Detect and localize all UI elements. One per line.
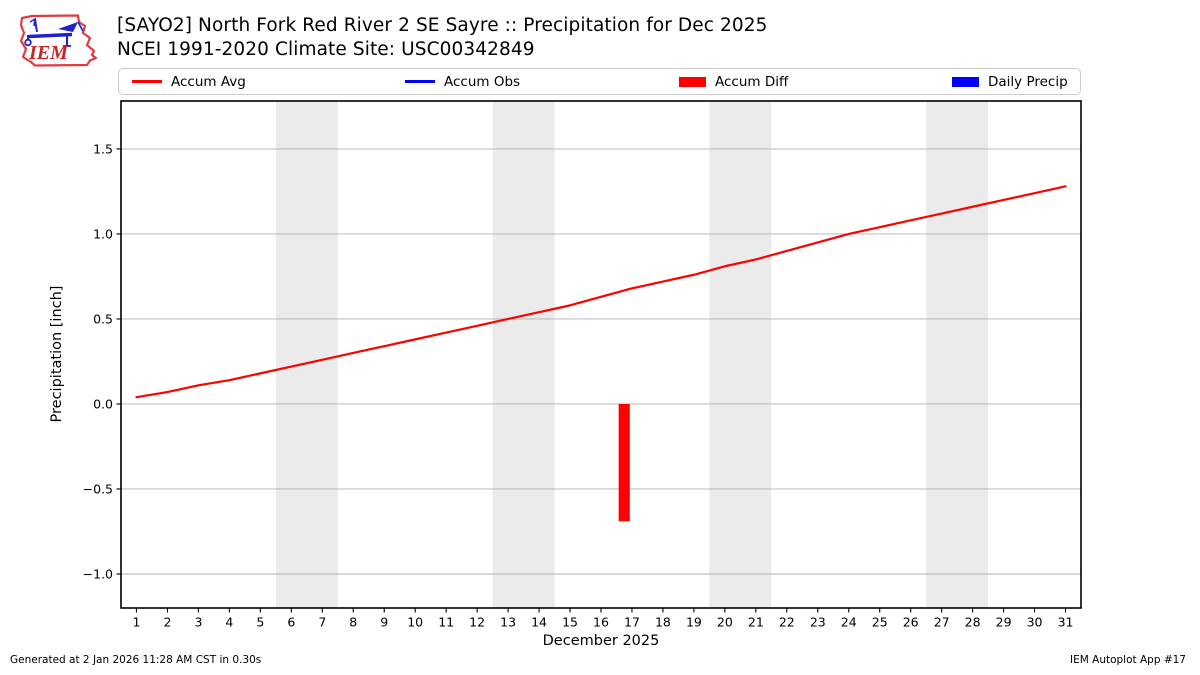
svg-text:31: 31 xyxy=(1058,615,1074,630)
app-credit-text: IEM Autoplot App #17 xyxy=(1070,654,1186,666)
svg-text:29: 29 xyxy=(996,615,1012,630)
svg-text:14: 14 xyxy=(531,615,547,630)
svg-text:30: 30 xyxy=(1027,615,1043,630)
accum-avg-line-swatch-icon xyxy=(132,80,162,83)
svg-text:28: 28 xyxy=(965,615,981,630)
svg-text:1.0: 1.0 xyxy=(93,226,113,241)
accum-obs-line-swatch-icon xyxy=(405,80,435,83)
svg-text:−1.0: −1.0 xyxy=(83,566,113,581)
svg-text:−0.5: −0.5 xyxy=(83,481,113,496)
svg-text:26: 26 xyxy=(903,615,919,630)
svg-text:9: 9 xyxy=(380,615,388,630)
svg-text:0.0: 0.0 xyxy=(93,396,113,411)
svg-text:27: 27 xyxy=(934,615,950,630)
gridlines xyxy=(121,148,1081,575)
legend-item-accum-avg: Accum Avg xyxy=(132,69,246,94)
x-axis-title: December 2025 xyxy=(542,633,660,649)
svg-text:20: 20 xyxy=(717,615,733,630)
svg-text:17: 17 xyxy=(624,615,640,630)
x-axis-ticks: 1 2 3 4 5 6 7 8 9 10 11 12 13 14 15 16 17 18 19 20 21 22 23 24 2… xyxy=(133,608,1074,630)
legend-label: Accum Diff xyxy=(715,73,789,90)
logo-text: IEM xyxy=(28,42,69,64)
svg-text:6: 6 xyxy=(287,615,295,630)
svg-text:7: 7 xyxy=(318,615,326,630)
svg-text:25: 25 xyxy=(872,615,888,630)
svg-text:8: 8 xyxy=(349,615,357,630)
svg-text:21: 21 xyxy=(748,615,764,630)
legend-item-daily-precip: Daily Precip xyxy=(952,69,1068,94)
legend-label: Accum Avg xyxy=(171,73,246,90)
accum-avg-line xyxy=(135,185,1067,399)
y-axis-ticks: −1.0 −0.5 0.0 0.5 1.0 1.5 xyxy=(83,141,121,581)
svg-text:2: 2 xyxy=(163,615,171,630)
svg-text:1: 1 xyxy=(133,615,141,630)
daily-precip-patch-swatch-icon xyxy=(952,76,979,87)
figure-title: [SAYO2] North Fork Red River 2 SE Sayre … xyxy=(117,15,768,36)
legend-item-accum-diff: Accum Diff xyxy=(679,69,788,94)
svg-text:5: 5 xyxy=(256,615,264,630)
svg-text:24: 24 xyxy=(841,615,857,630)
svg-text:18: 18 xyxy=(655,615,671,630)
svg-text:16: 16 xyxy=(593,615,609,630)
svg-text:4: 4 xyxy=(225,615,233,630)
legend-label: Daily Precip xyxy=(988,73,1068,90)
legend-label: Accum Obs xyxy=(444,73,521,90)
weekend-bands xyxy=(275,101,989,608)
svg-text:15: 15 xyxy=(562,615,578,630)
svg-text:23: 23 xyxy=(810,615,826,630)
svg-text:10: 10 xyxy=(407,615,423,630)
accum-diff-patch-swatch-icon xyxy=(679,76,706,87)
iem-logo: IEM xyxy=(8,5,110,75)
y-axis-title: Precipitation [inch] xyxy=(49,285,65,423)
svg-text:13: 13 xyxy=(500,615,516,630)
svg-text:19: 19 xyxy=(686,615,702,630)
generated-at-text: Generated at 2 Jan 2026 11:28 AM CST in … xyxy=(10,654,262,666)
svg-text:0.5: 0.5 xyxy=(93,311,113,326)
legend-item-accum-obs: Accum Obs xyxy=(405,69,520,94)
figure-subtitle: NCEI 1991-2020 Climate Site: USC00342849 xyxy=(117,38,535,60)
svg-text:1.5: 1.5 xyxy=(93,141,113,156)
accum-diff-bars xyxy=(618,403,630,522)
svg-text:11: 11 xyxy=(438,615,454,630)
svg-text:3: 3 xyxy=(194,615,202,630)
svg-text:22: 22 xyxy=(779,615,795,630)
svg-text:12: 12 xyxy=(469,615,485,630)
chart-legend: Accum Avg Accum Obs Accum Diff Daily Pre… xyxy=(118,68,1081,95)
iowa-outline-logo-icon: IEM xyxy=(19,14,98,67)
